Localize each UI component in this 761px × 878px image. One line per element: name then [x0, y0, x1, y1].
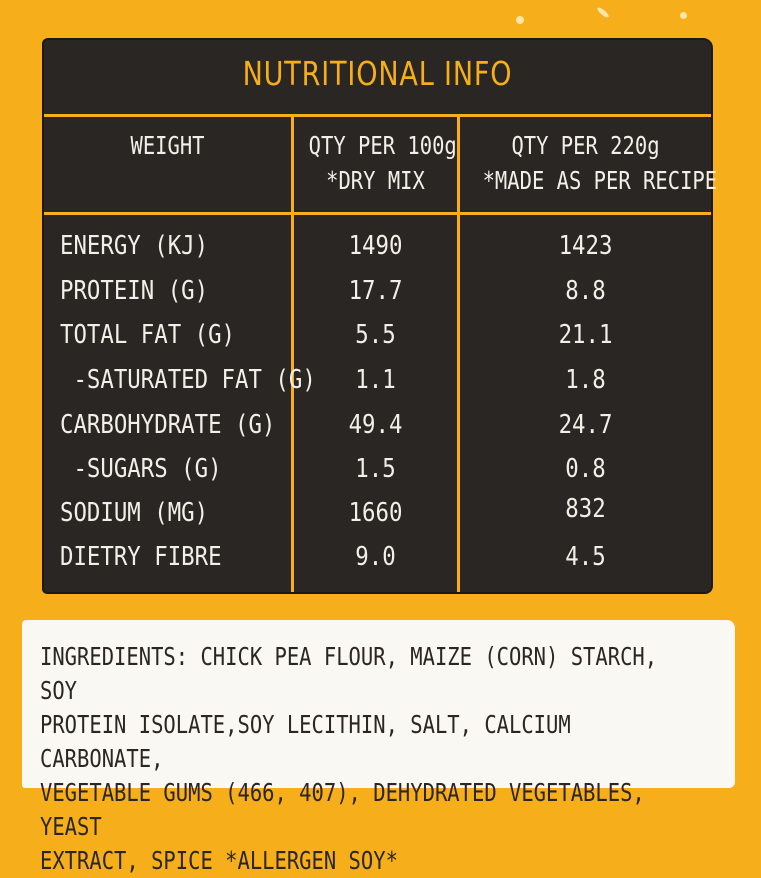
row-dry-value: 49.4: [348, 410, 403, 440]
row-made-value: 8.8: [565, 276, 606, 306]
row-dry-value: 1.5: [355, 454, 396, 484]
row-dry-value: 9.0: [355, 542, 396, 572]
row-label: CARBOHYDRATE (G): [60, 410, 276, 440]
row-made-value: 24.7: [558, 410, 613, 440]
decorative-splash: [516, 16, 524, 24]
row-made-value: 832: [565, 494, 606, 524]
row-label: SODIUM (MG): [60, 498, 209, 528]
header-made: QTY PER 220g *MADE AS PER RECIPE: [482, 128, 718, 198]
header-dry-line1: QTY PER 100g: [308, 131, 457, 160]
row-dry-value: 1660: [348, 498, 403, 528]
decorative-splash: [596, 6, 610, 19]
row-dry-value: 17.7: [348, 276, 403, 306]
title-divider: [44, 114, 711, 117]
header-weight: WEIGHT: [66, 128, 269, 163]
column-divider-2: [457, 114, 460, 592]
header-made-line2: *MADE AS PER RECIPE: [482, 166, 718, 195]
header-made-line1: QTY PER 220g: [511, 131, 660, 160]
row-dry-value: 1.1: [355, 365, 396, 395]
row-dry-value: 1490: [348, 231, 403, 261]
row-dry-value: 5.5: [355, 320, 396, 350]
header-divider: [44, 212, 711, 215]
row-label: TOTAL FAT (G): [60, 320, 236, 350]
decorative-splash: [680, 12, 687, 19]
row-made-value: 4.5: [565, 542, 606, 572]
header-dry-line2: *DRY MIX: [326, 166, 425, 195]
header-weight-label: WEIGHT: [130, 131, 205, 160]
ingredients-box: INGREDIENTS: CHICK PEA FLOUR, MAIZE (COR…: [22, 620, 735, 875]
row-label: PROTEIN (G): [60, 276, 209, 306]
row-label: ENERGY (KJ): [60, 231, 209, 261]
nutrition-panel: NUTRITIONAL INFO WEIGHT QTY PER 100g *DR…: [42, 38, 718, 594]
row-label: DIETRY FIBRE: [60, 542, 222, 572]
header-dry-mix: QTY PER 100g *DRY MIX: [308, 128, 457, 198]
ingredients-text: INGREDIENTS: CHICK PEA FLOUR, MAIZE (COR…: [40, 642, 658, 875]
row-made-value: 0.8: [565, 454, 606, 484]
row-made-value: 21.1: [558, 320, 613, 350]
column-divider-1: [291, 114, 294, 592]
row-label: -SUGARS (G): [60, 454, 222, 484]
row-made-value: 1423: [558, 231, 613, 261]
panel-title: NUTRITIONAL INFO: [242, 54, 513, 93]
row-made-value: 1.8: [565, 365, 606, 395]
row-label: -SATURATED FAT (G): [60, 365, 316, 395]
